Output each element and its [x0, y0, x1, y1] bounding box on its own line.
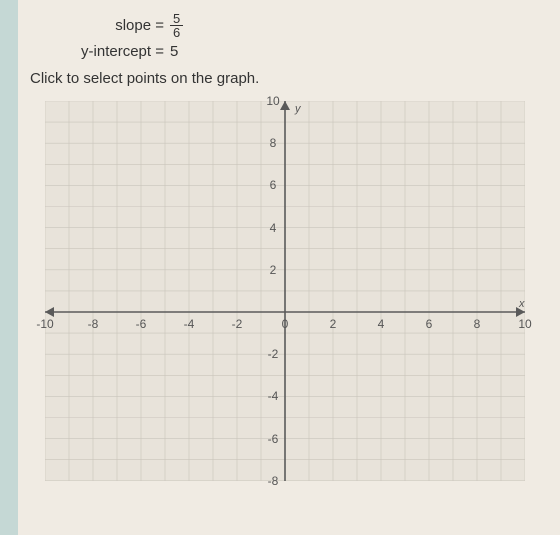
yintercept-label: y-intercept =	[30, 43, 170, 60]
y-tick-label: -4	[268, 389, 279, 403]
slope-row: slope = 5 6	[30, 12, 560, 39]
x-tick-label: 0	[282, 317, 289, 331]
y-tick-label: -6	[268, 432, 279, 446]
x-tick-label: 2	[330, 317, 337, 331]
coordinate-graph[interactable]	[45, 101, 525, 481]
x-tick-label: 8	[474, 317, 481, 331]
y-tick-label: -8	[268, 474, 279, 488]
y-tick-label: 4	[270, 221, 277, 235]
slope-fraction: 5 6	[170, 12, 183, 39]
y-tick-label: 10	[266, 94, 279, 108]
y-tick-label: 8	[270, 136, 277, 150]
y-tick-label: -2	[268, 347, 279, 361]
slope-numerator: 5	[170, 12, 183, 25]
x-tick-label: -10	[36, 317, 53, 331]
instruction-text: Click to select points on the graph.	[30, 70, 560, 87]
equation-block: slope = 5 6 y-intercept = 5	[30, 12, 560, 60]
slope-label: slope =	[30, 17, 170, 34]
x-tick-label: 4	[378, 317, 385, 331]
x-tick-label: -4	[184, 317, 195, 331]
content-area: slope = 5 6 y-intercept = 5 Click to sel…	[0, 0, 560, 481]
x-tick-label: -6	[136, 317, 147, 331]
x-tick-label: -2	[232, 317, 243, 331]
slope-denominator: 6	[170, 25, 183, 39]
left-accent-bar	[0, 0, 18, 535]
x-axis-label: x	[519, 298, 525, 310]
y-axis-label: y	[295, 103, 301, 115]
x-tick-label: -8	[88, 317, 99, 331]
yintercept-row: y-intercept = 5	[30, 43, 560, 60]
y-tick-label: 6	[270, 178, 277, 192]
x-tick-label: 10	[518, 317, 531, 331]
yintercept-value: 5	[170, 43, 178, 60]
x-tick-label: 6	[426, 317, 433, 331]
y-tick-label: 2	[270, 263, 277, 277]
graph-container: -10-8-6-4-20246810-8-6-4-2246810 y x	[30, 101, 540, 481]
